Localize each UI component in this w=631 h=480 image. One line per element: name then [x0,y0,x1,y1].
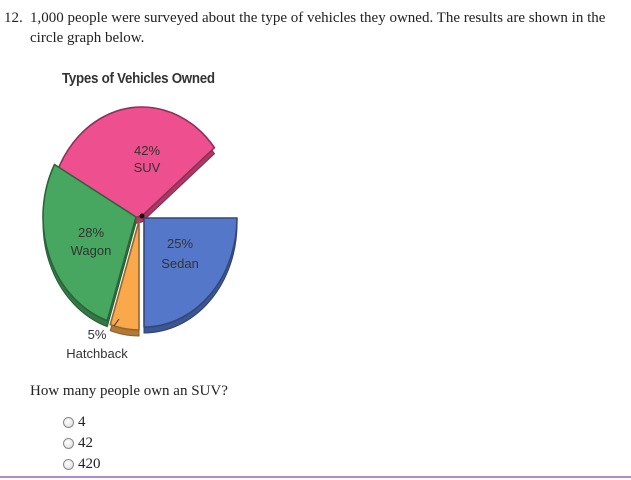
pie-center-dot [139,213,145,219]
pie-slice-hatchback [109,220,140,331]
option-label: 4 [78,414,86,430]
chart-title: Types of Vehicles Owned [62,71,215,87]
option-label: 420 [78,456,101,472]
option-label: 42 [78,435,93,451]
pie-value-label-suv: 42% [134,143,160,158]
pie-slice-sedan [143,217,238,328]
option-42[interactable]: 42 [63,433,101,454]
pie-category-label-sedan: Sedan [161,256,199,271]
question: 12. 1,000 people were surveyed about the… [4,8,624,48]
radio-button-icon[interactable] [63,438,74,449]
question-text: 1,000 people were surveyed about the typ… [30,10,606,46]
hatchback-leader-line [113,318,120,327]
question-prompt: How many people own an SUV? [30,383,228,399]
radio-button-icon[interactable] [63,417,74,428]
answer-options: 4 42 420 [63,412,101,475]
radio-button-icon[interactable] [63,459,74,470]
pie-value-label-sedan: 25% [167,236,193,251]
pie-category-label-wagon: Wagon [71,243,112,258]
option-420[interactable]: 420 [63,454,101,475]
option-4[interactable]: 4 [63,412,101,433]
pie-slice-wagon [42,163,137,322]
pie-category-label-suv: SUV [134,160,161,175]
divider [0,476,631,478]
pie-value-label-hatchback: 5% [88,327,107,342]
pie-category-label-hatchback: Hatchback [66,346,128,361]
question-number: 12. [4,10,23,26]
pie-value-label-wagon: 28% [78,225,104,240]
